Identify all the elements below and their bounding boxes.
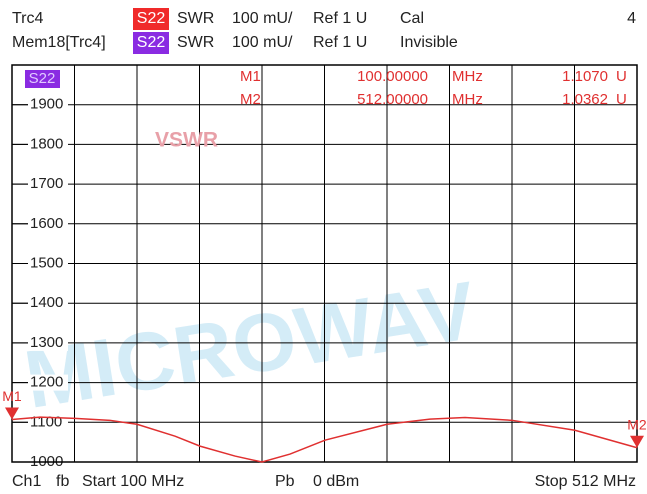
marker-value-unit: U xyxy=(616,68,627,85)
y-tick-label: 1200 xyxy=(30,374,63,391)
marker-label: M2 xyxy=(627,416,647,432)
trace-badge-label: S22 xyxy=(29,70,56,87)
plot-frame xyxy=(11,64,638,463)
y-tick-label: 1600 xyxy=(30,215,63,232)
y-tick-label: 1500 xyxy=(30,254,63,271)
tick-label-bg xyxy=(28,334,68,351)
tick-label-bg xyxy=(28,136,68,153)
y-tick-label: 1400 xyxy=(30,294,63,311)
annotation: VSWR xyxy=(155,129,218,152)
trace-param: S22 xyxy=(137,10,166,27)
trace-badge xyxy=(133,8,169,30)
footer-power: 0 dBm xyxy=(313,473,359,490)
y-tick-label: 1700 xyxy=(30,175,63,192)
memory-status: Invisible xyxy=(400,34,458,51)
trace-badge xyxy=(25,70,60,88)
y-tick-label: 1100 xyxy=(30,413,62,430)
trace-scale: 100 mU/ xyxy=(232,10,293,27)
y-tick-label: 1900 xyxy=(30,96,63,113)
tick-label-bg xyxy=(28,255,68,272)
marker-frequency-unit: MHz xyxy=(452,68,483,85)
marker-frequency-unit: MHz xyxy=(452,91,483,108)
footer-channel: Ch1 xyxy=(12,473,41,490)
memory-format: SWR xyxy=(177,34,214,51)
marker-frequency: 100.00000 xyxy=(357,68,428,85)
y-tick-label: 1800 xyxy=(30,135,63,152)
tick-label-bg xyxy=(28,176,68,193)
trace-format: SWR xyxy=(177,10,214,27)
trace-line xyxy=(11,416,638,463)
marker-label: M1 xyxy=(2,388,22,404)
memory-badge xyxy=(133,32,169,54)
marker-name: M1 xyxy=(240,68,261,85)
marker-frequency: 512.00000 xyxy=(357,91,428,108)
y-tick-label: 1300 xyxy=(30,334,63,351)
footer-power-label: Pb xyxy=(275,473,295,490)
trace-ref: Ref 1 U xyxy=(313,10,367,27)
tick-label-bg xyxy=(28,96,68,113)
marker-value: 1.1070 xyxy=(562,68,608,85)
tick-label-bg xyxy=(28,374,68,391)
marker-triangle xyxy=(630,435,644,448)
marker-value-unit: U xyxy=(616,91,627,108)
marker-name: M2 xyxy=(240,91,261,108)
memory-scale: 100 mU/ xyxy=(232,34,293,51)
memory-ref: Ref 1 U xyxy=(313,34,367,51)
memory-param: S22 xyxy=(137,34,166,51)
memory-name: Mem18[Trc4] xyxy=(12,34,106,51)
footer-stop: Stop 512 MHz xyxy=(535,473,636,490)
marker-value: 1.0362 xyxy=(562,91,608,108)
footer-mode: fb xyxy=(56,473,69,490)
channel-count: 4 xyxy=(627,10,636,27)
marker-triangle xyxy=(5,407,19,420)
trace-status: Cal xyxy=(400,10,424,27)
trace-name: Trc4 xyxy=(12,10,44,27)
tick-label-bg xyxy=(28,215,68,232)
footer-start: Start 100 MHz xyxy=(82,473,184,490)
tick-label-bg xyxy=(28,295,68,312)
